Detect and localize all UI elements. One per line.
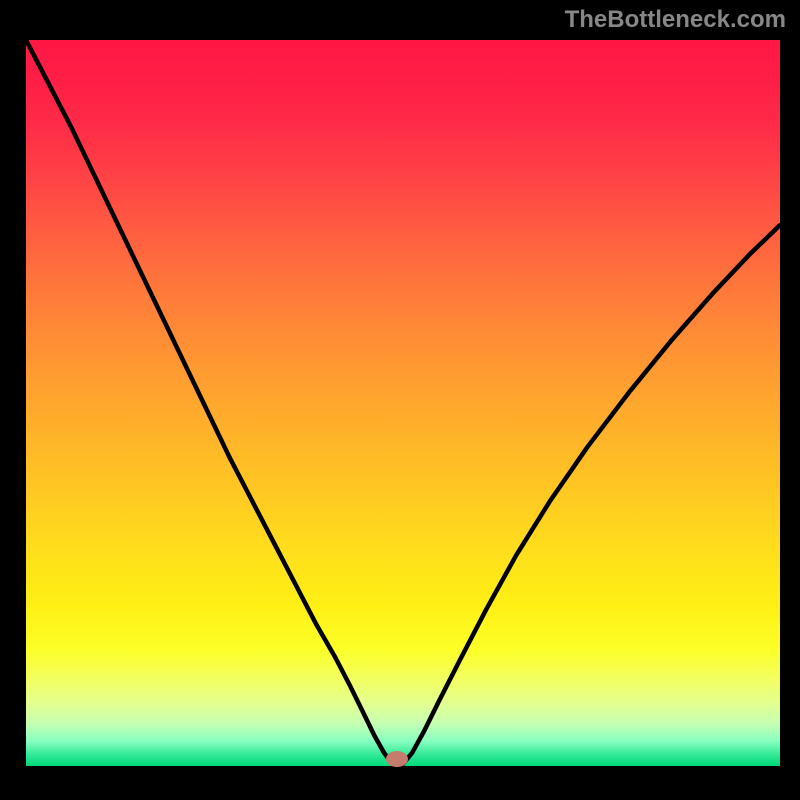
- watermark-text: TheBottleneck.com: [565, 6, 786, 34]
- plot-area: [26, 40, 780, 766]
- optimal-point-marker: [386, 751, 408, 767]
- plot-inner: [26, 40, 780, 766]
- bottleneck-curve: [26, 40, 780, 766]
- root-container: TheBottleneck.com: [0, 0, 800, 800]
